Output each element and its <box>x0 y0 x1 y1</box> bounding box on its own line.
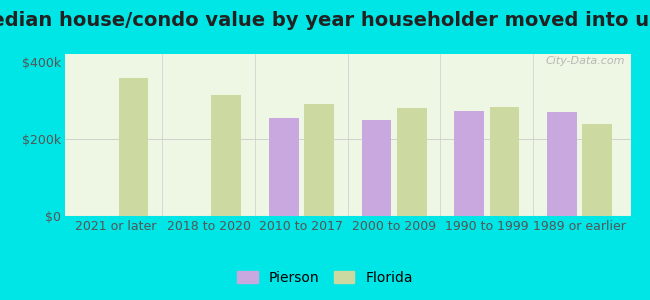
Bar <box>454 111 484 216</box>
Legend: Pierson, Florida: Pierson, Florida <box>231 265 419 290</box>
Bar <box>119 78 148 216</box>
Bar <box>361 120 391 216</box>
Text: City-Data.com: City-Data.com <box>545 56 625 66</box>
Bar <box>489 107 519 216</box>
Bar <box>304 104 334 216</box>
Text: Median house/condo value by year householder moved into unit: Median house/condo value by year househo… <box>0 11 650 31</box>
Bar <box>211 94 241 216</box>
Bar <box>547 112 577 216</box>
Bar <box>397 108 426 216</box>
Bar <box>269 118 298 216</box>
Bar <box>582 124 612 216</box>
